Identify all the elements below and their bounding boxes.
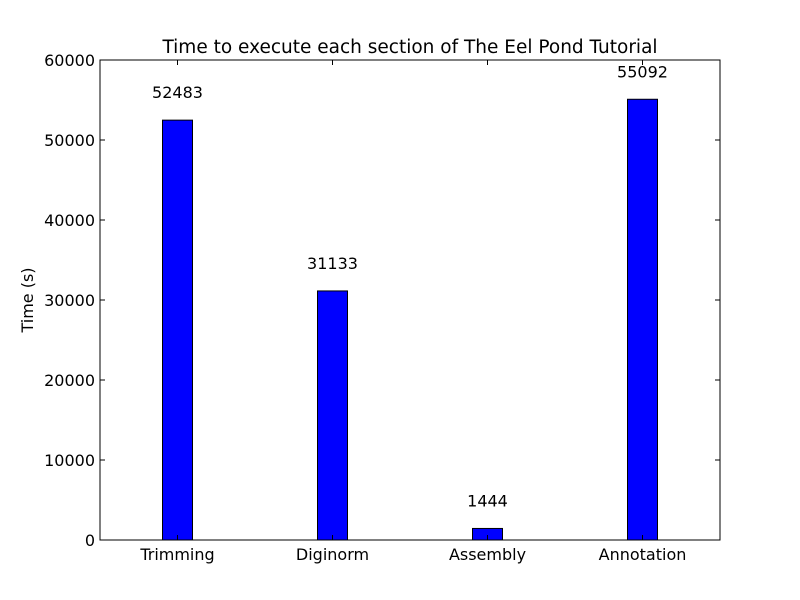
y-tick-label: 0 bbox=[85, 531, 95, 550]
data-label: 55092 bbox=[617, 62, 668, 81]
y-tick-label: 10000 bbox=[44, 451, 95, 470]
y-tick-label: 40000 bbox=[44, 211, 95, 230]
y-tick-label: 60000 bbox=[44, 51, 95, 70]
bar-trimming bbox=[162, 119, 193, 541]
plot-frame bbox=[99, 59, 721, 541]
y-tick-label: 30000 bbox=[44, 291, 95, 310]
x-tick-label: Annotation bbox=[599, 545, 687, 564]
bar-diginorm bbox=[317, 290, 348, 541]
chart-title: Time to execute each section of The Eel … bbox=[161, 37, 657, 58]
data-label: 31133 bbox=[307, 254, 358, 273]
data-label: 1444 bbox=[467, 491, 508, 510]
x-tick-label: Trimming bbox=[139, 545, 214, 564]
plot-area: 0 10000 20000 30000 40000 50000 60000 Trimming 5… bbox=[44, 51, 720, 564]
bar-annotation bbox=[627, 98, 658, 541]
x-tick-label: Diginorm bbox=[296, 545, 369, 564]
y-tick-label: 50000 bbox=[44, 131, 95, 150]
y-tick-label: 20000 bbox=[44, 371, 95, 390]
data-label: 52483 bbox=[152, 83, 203, 102]
x-tick-label: Assembly bbox=[449, 545, 526, 564]
y-axis-label: Time (s) bbox=[18, 267, 37, 333]
